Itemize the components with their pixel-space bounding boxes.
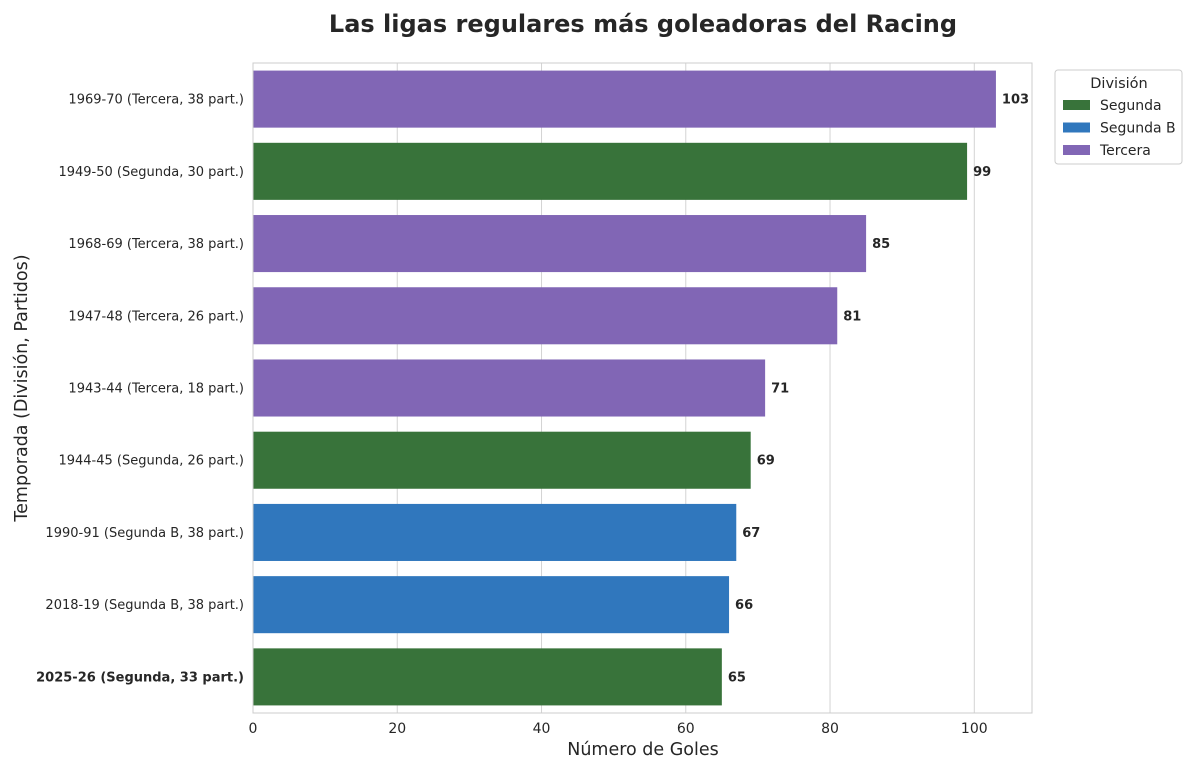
y-tick-label: 1969-70 (Tercera, 38 part.) [68,93,244,108]
y-tick-label: 1943-44 (Tercera, 18 part.) [68,382,244,397]
y-tick-label: 2018-19 (Segunda B, 38 part.) [45,598,244,613]
bar [253,648,722,706]
y-tick-label: 1949-50 (Segunda, 30 part.) [58,165,244,180]
bar [253,431,751,489]
legend-label: Tercera [1099,143,1151,159]
x-tick-label: 0 [249,721,258,737]
bar [253,503,737,561]
bar [253,359,766,417]
y-axis-ticks: 1969-70 (Tercera, 38 part.) 1949-50 (Segu… [36,93,244,686]
bar [253,287,838,345]
data-label: 99 [973,165,991,180]
legend-entries: Segunda Segunda B Tercera [1063,98,1176,159]
bar [253,70,996,128]
legend-swatch [1063,122,1090,133]
data-label: 66 [735,598,753,613]
legend-label: Segunda [1100,98,1162,114]
x-tick-label: 40 [533,721,551,737]
bar [253,576,730,634]
legend: División Segunda Segunda B Tercera [1054,69,1183,165]
bar [253,142,968,200]
legend-frame [1054,69,1183,165]
data-labels: 103 99 85 81 71 69 67 66 65 [728,93,1029,686]
x-axis-ticks: 0 20 40 60 80 100 [249,721,988,737]
bar [253,215,867,273]
legend-swatch [1063,145,1090,155]
bars [253,70,996,706]
y-tick-label: 1990-91 (Segunda B, 38 part.) [45,526,244,541]
legend-swatch [1063,100,1090,110]
legend-title: División [1090,76,1147,92]
x-axis-label: Número de Goles [567,740,719,760]
chart-title: Las ligas regulares más goleadoras del R… [329,10,957,38]
x-tick-label: 80 [821,721,839,737]
data-label: 71 [771,382,789,397]
data-label: 67 [742,526,760,541]
y-tick-label: 2025-26 (Segunda, 33 part.) [36,670,244,685]
y-tick-label: 1968-69 (Tercera, 38 part.) [68,237,244,252]
y-tick-label: 1947-48 (Tercera, 26 part.) [68,309,244,324]
y-axis-label: Temporada (División, Partidos) [12,254,32,522]
y-tick-label: 1944-45 (Segunda, 26 part.) [58,454,244,469]
x-tick-label: 100 [961,721,988,737]
x-tick-label: 60 [677,721,695,737]
plot-frame [252,62,1033,714]
x-tick-label: 20 [388,721,406,737]
data-label: 65 [728,670,746,685]
data-label: 85 [872,237,890,252]
data-label: 69 [757,454,775,469]
legend-label: Segunda B [1100,121,1176,137]
data-label: 81 [843,309,861,324]
data-label: 103 [1002,93,1029,108]
